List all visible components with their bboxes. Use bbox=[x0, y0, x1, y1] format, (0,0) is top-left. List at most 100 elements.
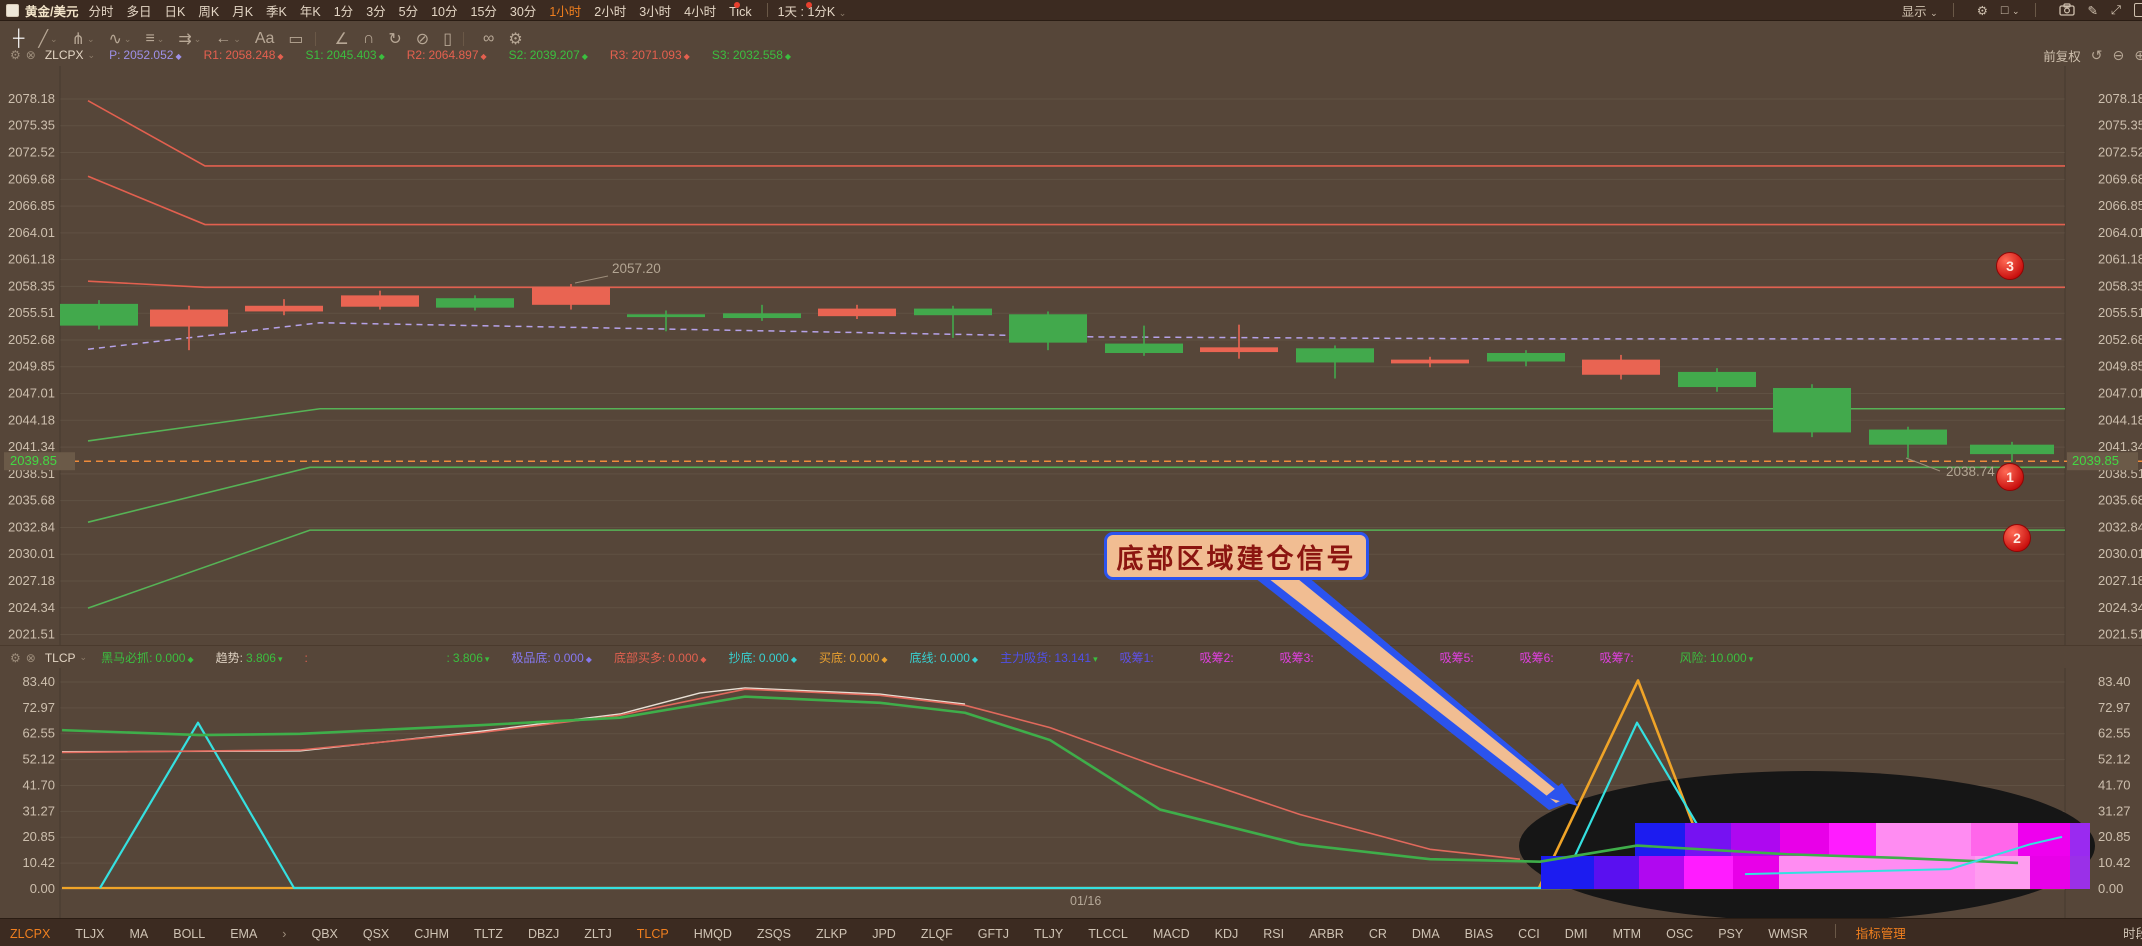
text-tool-icon[interactable]: Aa bbox=[250, 28, 280, 50]
timeframe-15分[interactable]: 15分 bbox=[470, 4, 497, 19]
sub-indicator-field-17[interactable]: 风险: 10.000 ▾ bbox=[1680, 649, 1754, 666]
angle-tool-icon[interactable]: ∠ bbox=[330, 27, 354, 51]
sub-indicator-field-7[interactable]: 买底: 0.000 ◆ bbox=[819, 649, 888, 666]
fib-tool-icon[interactable]: ⇉ ⌄ bbox=[173, 27, 206, 51]
timeframe-月K[interactable]: 月K bbox=[232, 4, 254, 19]
sub-indicator-field-16[interactable]: 吸筹7: bbox=[1600, 649, 1658, 666]
timeframe-30分[interactable]: 30分 bbox=[509, 4, 537, 19]
main-indicator-name[interactable]: ZLCPX bbox=[44, 48, 84, 62]
tab-TLJX[interactable]: TLJX bbox=[75, 927, 105, 941]
tab-CJHM[interactable]: CJHM bbox=[414, 927, 449, 941]
main-indicator-field-0[interactable]: P: 2052.052 ◆ bbox=[109, 48, 182, 62]
reset-zoom-icon[interactable]: ↺ bbox=[2090, 46, 2103, 63]
notes-tool-icon[interactable]: ≡ ⌄ bbox=[140, 28, 169, 50]
tab-TLCP[interactable]: TLCP bbox=[636, 927, 669, 941]
tab-MACD[interactable]: MACD bbox=[1152, 927, 1190, 941]
tab-DMI[interactable]: DMI bbox=[1564, 927, 1588, 941]
zoom-in-icon[interactable]: ⊕ bbox=[2134, 46, 2142, 63]
indicator-settings-icon[interactable]: ⚙ bbox=[10, 650, 21, 665]
magnet-tool-icon[interactable]: ∩ bbox=[358, 28, 380, 50]
price-annotation-label[interactable]: 2057.20 bbox=[612, 261, 661, 276]
timeframe-1小时[interactable]: 1小时 bbox=[549, 4, 582, 19]
comment-tool-icon[interactable]: ▭ bbox=[283, 27, 308, 51]
main-indicator-field-5[interactable]: R3: 2071.093 ◆ bbox=[610, 48, 690, 62]
timeframe-Tick[interactable]: Tick bbox=[729, 4, 752, 19]
pitchfork-tool-icon[interactable]: ⋔ ⌄ bbox=[67, 27, 100, 51]
tab-GFTJ[interactable]: GFTJ bbox=[977, 927, 1010, 941]
tab-DBZJ[interactable]: DBZJ bbox=[527, 927, 560, 941]
timeframe-分时[interactable]: 分时 bbox=[88, 4, 114, 19]
fullscreen-icon[interactable]: ⤢ bbox=[2110, 2, 2121, 17]
kline-select-dropdown[interactable]: 1天 : 1分K ⌄ bbox=[777, 4, 847, 19]
tab-JPD[interactable]: JPD bbox=[872, 927, 896, 941]
tab-indicator-manage[interactable]: 指标管理 bbox=[1855, 927, 1906, 941]
tab-BOLL[interactable]: BOLL bbox=[173, 927, 206, 941]
timeframe-季K[interactable]: 季K bbox=[266, 4, 287, 19]
tab-ZLQF[interactable]: ZLQF bbox=[920, 927, 953, 941]
tab-ZLTJ[interactable]: ZLTJ bbox=[584, 927, 612, 941]
tab-ZLKP[interactable]: ZLKP bbox=[815, 927, 848, 941]
timeframe-3小时[interactable]: 3小时 bbox=[639, 4, 672, 19]
zoom-out-icon[interactable]: ⊖ bbox=[2112, 46, 2125, 63]
trendline-tool-icon[interactable]: ╱ ⌄ bbox=[33, 27, 62, 51]
tab-TLTZ[interactable]: TLTZ bbox=[474, 927, 503, 941]
sub-indicator-field-4[interactable]: 极品底: 0.000 ◆ bbox=[511, 649, 592, 666]
tab-OSC[interactable]: OSC bbox=[1666, 927, 1694, 941]
tab-RSI[interactable]: RSI bbox=[1263, 927, 1285, 941]
sub-indicator-field-10[interactable]: 吸筹1: bbox=[1120, 649, 1178, 666]
link-tool-icon[interactable]: ∞ bbox=[478, 28, 499, 50]
timeframe-5分[interactable]: 5分 bbox=[398, 4, 419, 19]
sub-indicator-field-0[interactable]: 黑马必抓: 0.000 ◆ bbox=[101, 649, 194, 666]
timeframe-4小时[interactable]: 4小时 bbox=[684, 4, 717, 19]
layout-select-icon[interactable]: □ ⌄ bbox=[2000, 3, 2020, 17]
tab-KDJ[interactable]: KDJ bbox=[1214, 927, 1239, 941]
pencil-icon[interactable]: ✎ bbox=[2087, 3, 2098, 18]
main-chart-canvas[interactable]: 2078.18 2078.18 2075.35 2075.35 2072.52 2072.… bbox=[0, 66, 2142, 645]
sub-indicator-field-3[interactable]: :3.806 ▾ bbox=[447, 651, 490, 665]
indicator-settings-icon[interactable]: ⚙ bbox=[10, 48, 21, 62]
panel-edge-icon[interactable] bbox=[2134, 3, 2142, 17]
sub-indicator-field-2[interactable]: : bbox=[305, 651, 425, 665]
symbol-label[interactable]: 黄金/美元 bbox=[25, 4, 79, 19]
tab-EMA[interactable]: EMA bbox=[230, 927, 258, 941]
tab-HMQD[interactable]: HMQD bbox=[693, 927, 732, 941]
sub-indicator-field-8[interactable]: 底线: 0.000 ◆ bbox=[910, 649, 979, 666]
sub-indicator-field-6[interactable]: 抄底: 0.000 ◆ bbox=[728, 649, 797, 666]
screenshot-camera-icon[interactable] bbox=[2058, 3, 2075, 17]
replay-tool-icon[interactable]: ↻ bbox=[383, 27, 406, 51]
timeframe-日K[interactable]: 日K bbox=[164, 4, 186, 19]
sub-indicator-field-13[interactable]: 吸筹4: bbox=[1360, 649, 1418, 666]
tab-WMSR[interactable]: WMSR bbox=[1768, 927, 1808, 941]
sub-chart-canvas[interactable]: 83.40 83.40 72.97 72.97 62.55 62.55 52.12 52.12… bbox=[0, 668, 2142, 921]
settings-gear-icon[interactable]: ⚙ bbox=[1976, 3, 1988, 18]
hide-drawings-tool-icon[interactable]: ⊘ bbox=[411, 27, 434, 51]
tab-CR[interactable]: CR bbox=[1368, 927, 1387, 941]
timeframe-2小时[interactable]: 2小时 bbox=[594, 4, 627, 19]
sub-indicator-field-5[interactable]: 底部买多: 0.000 ◆ bbox=[614, 649, 707, 666]
indicator-close-icon[interactable]: ⊗ bbox=[25, 48, 36, 62]
tab-PSY[interactable]: PSY bbox=[1718, 927, 1744, 941]
crosshair-tool-icon[interactable]: ┼ bbox=[8, 28, 29, 50]
sub-indicator-field-1[interactable]: 趋势: 3.806 ▾ bbox=[216, 649, 283, 666]
main-indicator-field-2[interactable]: S1: 2045.403 ◆ bbox=[306, 48, 385, 62]
tab-ARBR[interactable]: ARBR bbox=[1309, 927, 1344, 941]
delete-drawings-tool-icon[interactable]: ▯ bbox=[438, 27, 457, 51]
tab-QBX[interactable]: QBX bbox=[311, 927, 338, 941]
main-indicator-field-4[interactable]: S2: 2039.207 ◆ bbox=[509, 48, 588, 62]
sub-indicator-field-15[interactable]: 吸筹6: bbox=[1520, 649, 1578, 666]
wave-tool-icon[interactable]: ∿ ⌄ bbox=[103, 27, 136, 51]
tab-CCI[interactable]: CCI bbox=[1518, 927, 1540, 941]
sub-chart-panel[interactable]: 83.40 83.40 72.97 72.97 62.55 62.55 52.12 52.12… bbox=[0, 668, 2142, 921]
sub-indicator-field-11[interactable]: 吸筹2: bbox=[1200, 649, 1258, 666]
sub-indicator-name[interactable]: TLCP bbox=[44, 650, 76, 665]
tab-ZLCPX[interactable]: ZLCPX bbox=[10, 927, 51, 941]
tab-TLCCL[interactable]: TLCCL bbox=[1088, 927, 1128, 941]
sub-indicator-field-12[interactable]: 吸筹3: bbox=[1280, 649, 1338, 666]
main-indicator-field-6[interactable]: S3: 2032.558 ◆ bbox=[712, 48, 791, 62]
timeframe-3分[interactable]: 3分 bbox=[366, 4, 386, 19]
tab-BIAS[interactable]: BIAS bbox=[1464, 927, 1494, 941]
display-dropdown[interactable]: 显示 ⌄ bbox=[1901, 4, 1938, 19]
sub-indicator-field-14[interactable]: 吸筹5: bbox=[1440, 649, 1498, 666]
timeframe-10分[interactable]: 10分 bbox=[431, 4, 458, 19]
tab-QSX[interactable]: QSX bbox=[362, 927, 390, 941]
